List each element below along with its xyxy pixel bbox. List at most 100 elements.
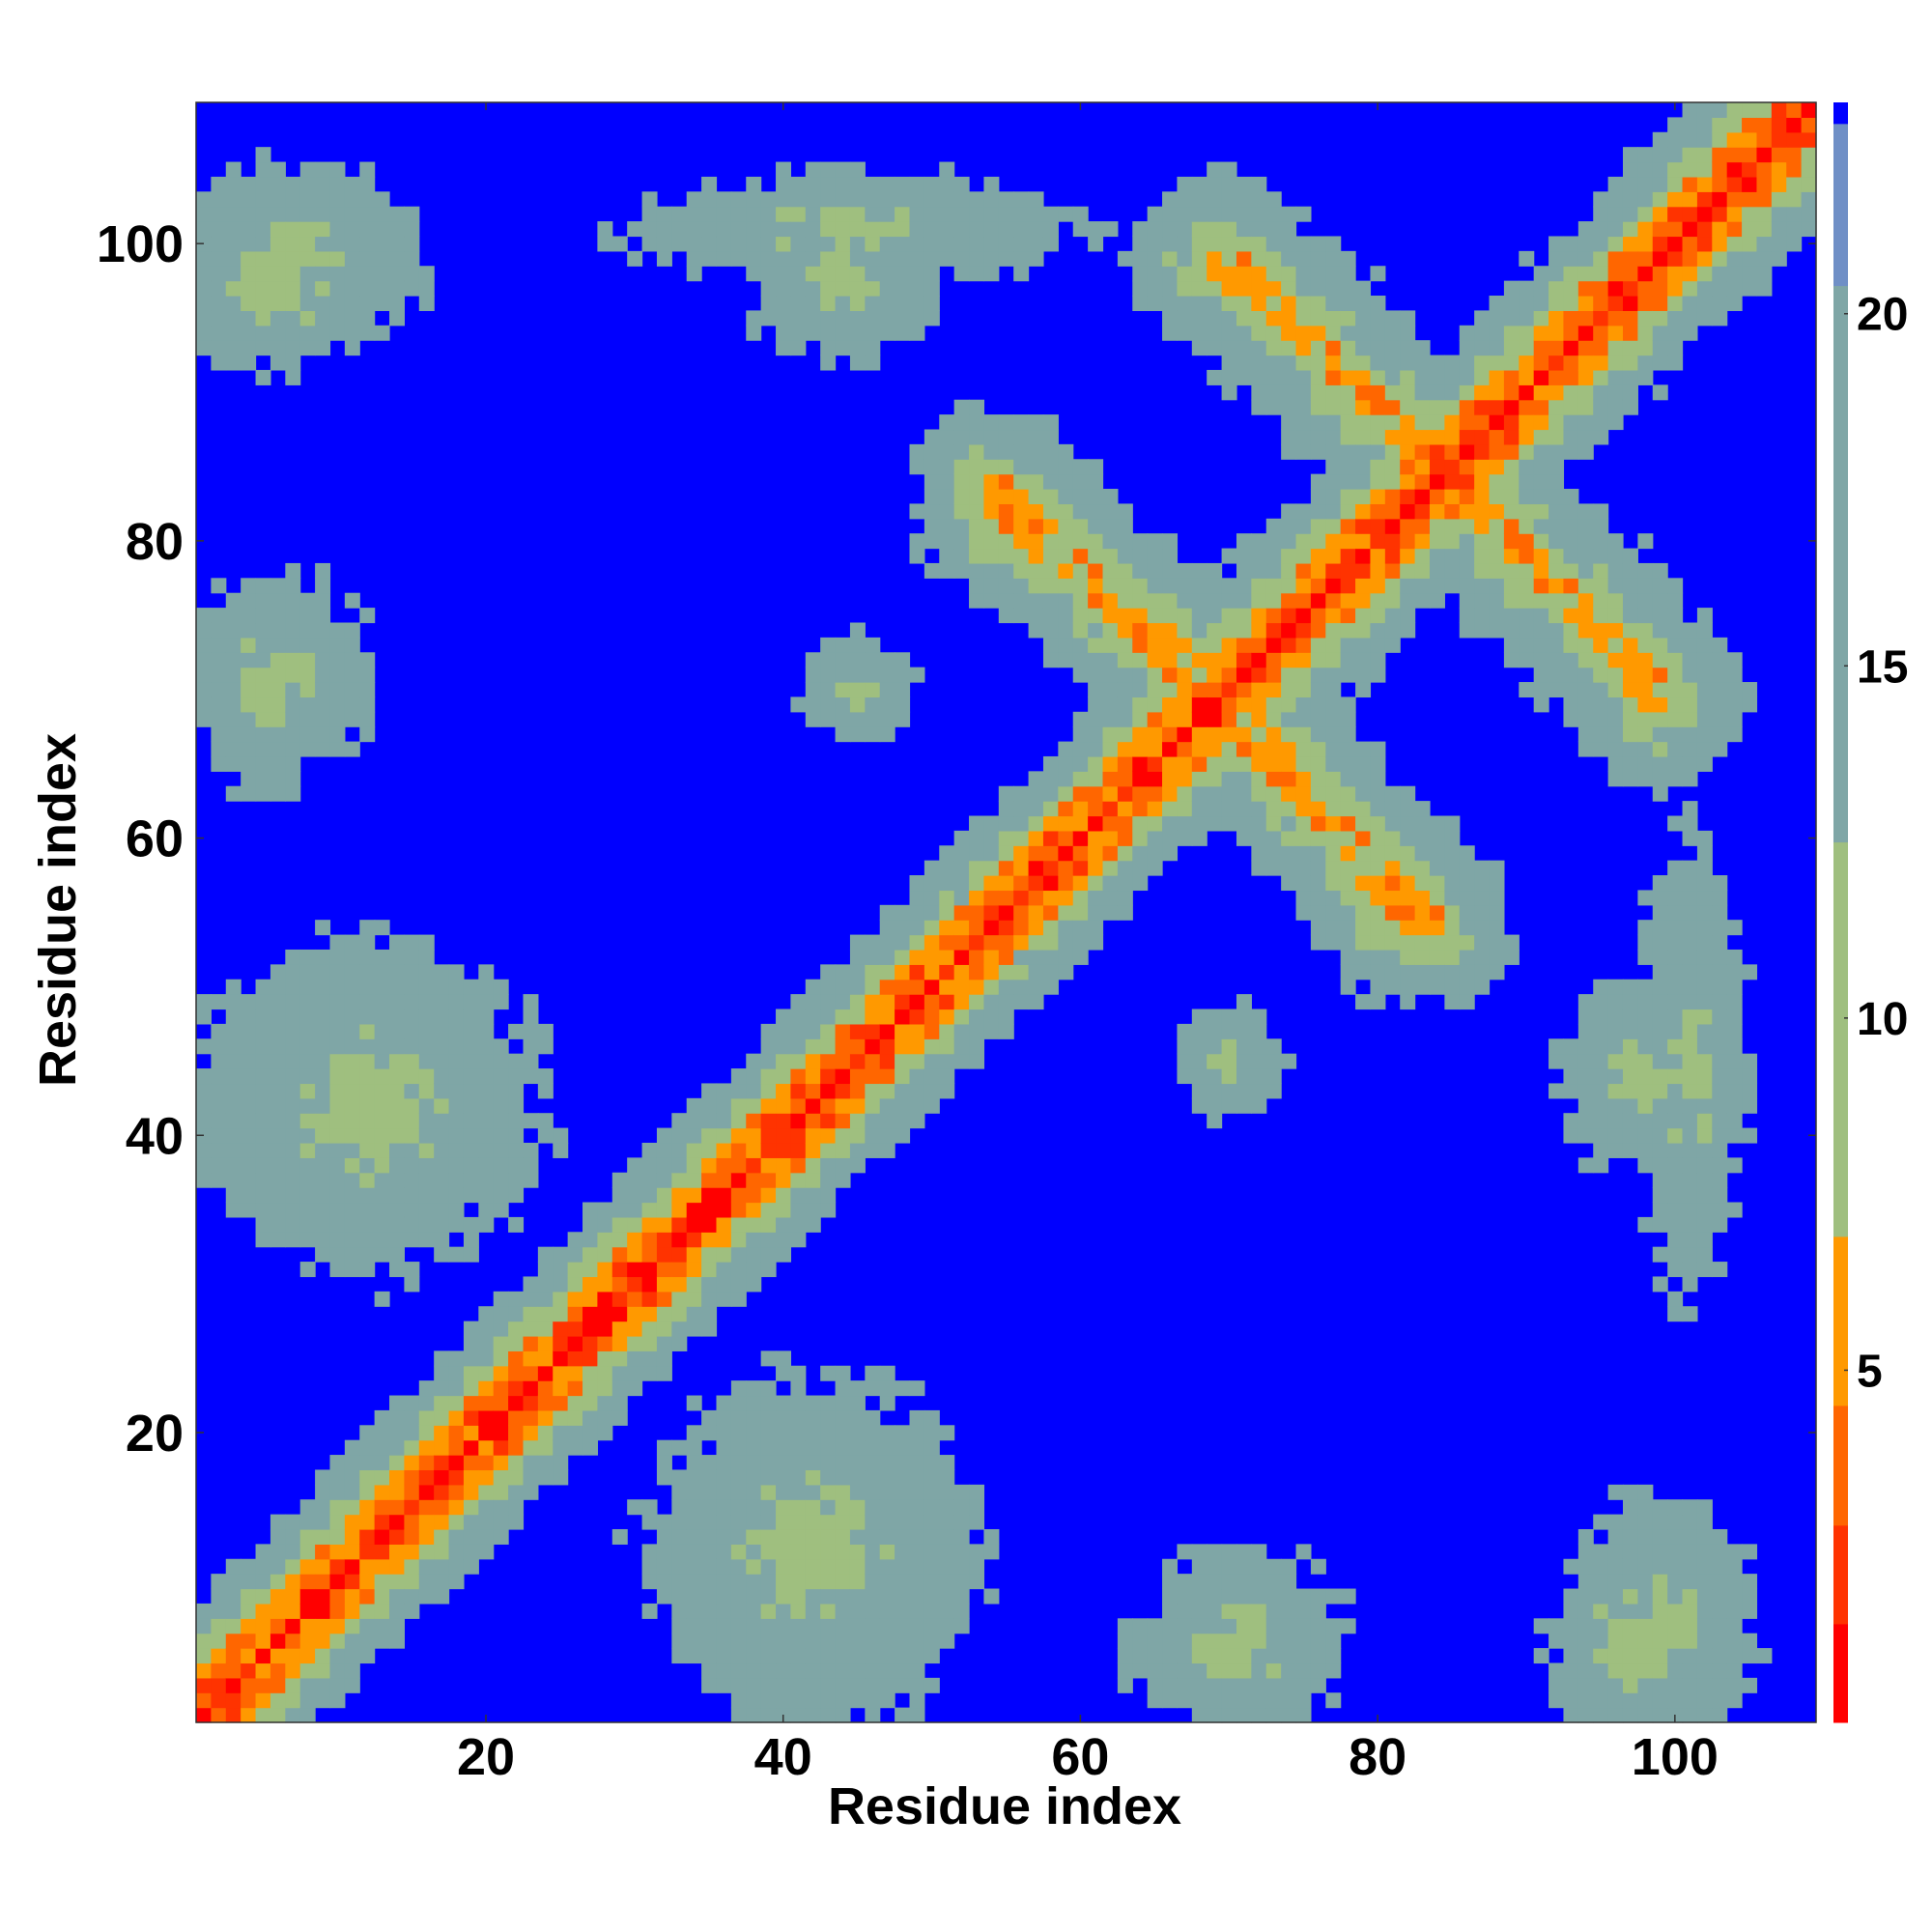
heatmap-cell [1295, 1633, 1312, 1649]
heatmap-cell [805, 682, 821, 698]
heatmap-cell [299, 622, 316, 639]
heatmap-cell [746, 1677, 762, 1693]
heatmap-cell [835, 191, 851, 208]
heatmap-cell [434, 1484, 450, 1500]
heatmap-cell [478, 1187, 495, 1204]
heatmap-cell [1696, 1499, 1713, 1516]
heatmap-cell [448, 1469, 465, 1486]
heatmap-cell [790, 1439, 807, 1456]
heatmap-cell [1013, 815, 1030, 832]
heatmap-cell [389, 250, 405, 267]
heatmap-cell [879, 994, 895, 1010]
heatmap-cell [1474, 875, 1491, 892]
heatmap-cell [909, 296, 925, 311]
heatmap-cell [582, 1350, 599, 1367]
heatmap-cell [1162, 1618, 1179, 1634]
heatmap-cell [939, 236, 955, 252]
heatmap-cell [270, 250, 286, 267]
heatmap-cell [1622, 1618, 1638, 1634]
heatmap-cell [374, 1528, 390, 1545]
heatmap-cell [1236, 726, 1252, 743]
heatmap-cell [760, 296, 777, 311]
heatmap-cell [1652, 1499, 1668, 1516]
heatmap-cell [865, 1439, 881, 1456]
heatmap-cell [359, 1097, 376, 1114]
heatmap-cell [1207, 1053, 1223, 1069]
heatmap-cell [389, 280, 405, 297]
heatmap-cell [835, 296, 851, 311]
heatmap-cell [1400, 830, 1416, 846]
heatmap-cell [1637, 1083, 1654, 1099]
heatmap-cell [255, 741, 271, 757]
heatmap-cell [1637, 250, 1654, 267]
heatmap-cell [1563, 355, 1579, 371]
heatmap-cell [627, 1291, 643, 1307]
heatmap-cell [1593, 191, 1609, 208]
heatmap-cell [790, 1707, 807, 1723]
heatmap-cell [1028, 771, 1044, 787]
heatmap-cell [1265, 310, 1282, 327]
heatmap-cell [1191, 325, 1208, 341]
heatmap-cell [389, 1216, 405, 1233]
heatmap-cell [1370, 667, 1386, 683]
heatmap-cell [1191, 1603, 1208, 1619]
heatmap-cell [1682, 637, 1698, 653]
heatmap-cell [1771, 147, 1787, 163]
heatmap-cell [241, 741, 257, 757]
heatmap-cell [1088, 622, 1104, 639]
heatmap-cell [1459, 548, 1475, 564]
heatmap-cell [1667, 741, 1684, 757]
heatmap-cell [790, 206, 807, 222]
heatmap-cell [1102, 890, 1119, 906]
heatmap-cell [835, 1083, 851, 1099]
heatmap-cell [1519, 592, 1535, 609]
heatmap-cell [1577, 667, 1594, 683]
heatmap-cell [1236, 548, 1252, 564]
heatmap-cell [746, 1514, 762, 1530]
heatmap-cell [270, 176, 286, 192]
heatmap-cell [270, 1662, 286, 1679]
heatmap-cell [1607, 1068, 1624, 1085]
heatmap-cell [1102, 875, 1119, 892]
heatmap-cell [849, 726, 866, 743]
heatmap-cell [255, 1558, 271, 1575]
heatmap-cell [374, 325, 390, 341]
heatmap-cell [478, 1484, 495, 1500]
heatmap-cell [1696, 1232, 1713, 1248]
heatmap-cell [1577, 726, 1594, 743]
heatmap-cell [1667, 667, 1684, 683]
heatmap-cell [1028, 860, 1044, 876]
heatmap-cell [1607, 1707, 1624, 1723]
heatmap-cell [1251, 1692, 1267, 1709]
heatmap-cell [611, 1528, 628, 1545]
heatmap-cell [1058, 608, 1074, 624]
heatmap-cell [567, 1395, 583, 1411]
heatmap-cell [1028, 443, 1044, 460]
heatmap-cell [790, 221, 807, 238]
heatmap-cell [448, 1409, 465, 1426]
heatmap-cell [671, 1321, 688, 1337]
heatmap-cell [1682, 1232, 1698, 1248]
heatmap-cell [299, 994, 316, 1010]
heatmap-cell [597, 1380, 613, 1397]
heatmap-cell [196, 310, 212, 327]
heatmap-cell [656, 1469, 672, 1486]
heatmap-cell [255, 1142, 271, 1158]
heatmap-cell [597, 1409, 613, 1426]
heatmap-cell [196, 1113, 212, 1129]
heatmap-cell [716, 1439, 732, 1456]
heatmap-cell [344, 1648, 360, 1664]
heatmap-cell [270, 1618, 286, 1634]
heatmap-cell [1563, 562, 1579, 579]
heatmap-cell [1593, 1157, 1609, 1174]
heatmap-cell [1682, 1276, 1698, 1293]
heatmap-cell [1489, 340, 1505, 356]
heatmap-cell [1325, 325, 1342, 341]
heatmap-cell [1251, 399, 1267, 415]
heatmap-cell [1503, 949, 1520, 965]
heatmap-cell [1742, 1588, 1758, 1605]
heatmap-cell [1712, 875, 1728, 892]
heatmap-cell [508, 1499, 525, 1516]
heatmap-cell [1593, 1692, 1609, 1709]
heatmap-cell [523, 1142, 539, 1158]
